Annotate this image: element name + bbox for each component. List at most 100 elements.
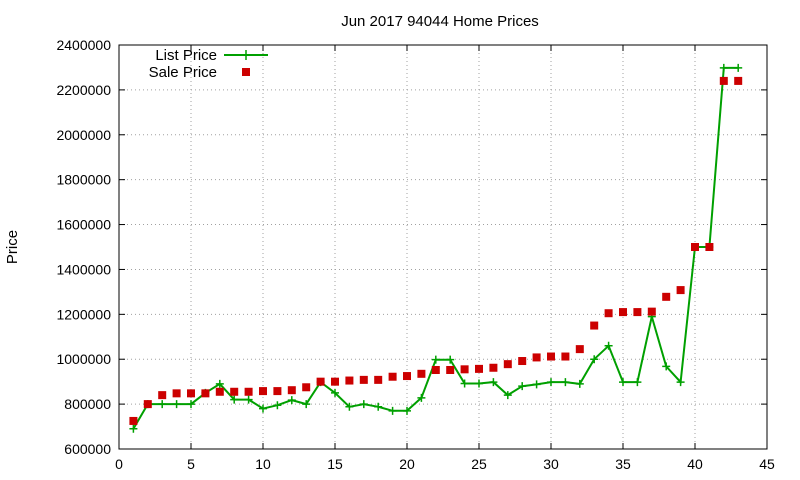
- list-price-point: [590, 355, 599, 364]
- sale-price-point: [374, 375, 383, 384]
- sale-price-point: [244, 387, 253, 396]
- sale-price-point: [518, 357, 527, 366]
- sale-price-point: [676, 286, 685, 295]
- list-price-point: [446, 355, 455, 364]
- sale-price-point: [633, 308, 642, 317]
- list-price-point: [532, 380, 541, 389]
- y-tick-label: 1200000: [56, 306, 111, 322]
- list-price-point: [575, 379, 584, 388]
- sale-price-point: [719, 76, 728, 85]
- y-tick-label: 2200000: [56, 82, 111, 98]
- y-tick-label: 1600000: [56, 217, 111, 233]
- legend-label-list-price: List Price: [155, 47, 217, 64]
- ticks: [118, 44, 768, 450]
- sale-price-point: [547, 352, 555, 361]
- y-tick-label: 2400000: [56, 37, 111, 53]
- list-price-point: [662, 362, 671, 371]
- sale-price-point: [532, 353, 541, 362]
- x-tick-label: 35: [615, 456, 631, 472]
- list-price-point: [403, 406, 411, 415]
- list-price-point: [503, 391, 512, 400]
- sale-price-point: [273, 387, 282, 396]
- list-price-point: [388, 406, 397, 415]
- sale-price-point: [417, 369, 426, 378]
- list-price-point: [561, 378, 570, 387]
- sale-price-point: [475, 364, 483, 373]
- list-price-point: [719, 63, 728, 72]
- sale-price-point: [129, 416, 138, 425]
- sale-price-point: [259, 387, 267, 396]
- x-tick-label: 40: [687, 456, 703, 472]
- list-price-point: [331, 388, 339, 397]
- list-price-point: [431, 355, 440, 364]
- list-price-point: [302, 400, 311, 409]
- sale-price-point: [647, 307, 656, 316]
- y-tick-label: 600000: [64, 441, 111, 457]
- list-price-point: [734, 63, 743, 72]
- x-tick-label: 25: [471, 456, 487, 472]
- sale-price-point: [201, 389, 210, 398]
- list-price-point: [547, 378, 555, 387]
- sale-price-point: [230, 387, 239, 396]
- sale-price-point: [705, 243, 714, 251]
- sale-price-point: [619, 308, 627, 317]
- x-tick-label: 15: [327, 456, 343, 472]
- sale-price-point: [158, 391, 167, 400]
- list-price-point: [230, 395, 239, 404]
- y-axis-label: Price: [4, 230, 21, 264]
- sale-price-point: [388, 372, 397, 381]
- sale-price-point: [691, 243, 699, 251]
- y-tick-label: 1400000: [56, 261, 111, 277]
- list-price-point: [374, 402, 383, 411]
- list-price-point: [187, 400, 195, 409]
- list-price-point: [273, 401, 282, 410]
- sale-price-point: [446, 365, 455, 374]
- sale-price-point: [734, 76, 743, 85]
- list-price-point: [633, 378, 642, 387]
- sale-price-point: [489, 363, 498, 372]
- x-tick-label: 5: [187, 456, 195, 472]
- sale-price-point: [172, 389, 181, 398]
- x-tick-label: 20: [399, 456, 415, 472]
- list-price-point: [345, 402, 354, 411]
- x-tick-label: 30: [543, 456, 559, 472]
- sale-price-point: [503, 360, 512, 369]
- list-price-point: [604, 341, 613, 350]
- sale-price-point: [143, 400, 152, 409]
- legend-marker-sale-price: [242, 68, 250, 76]
- list-price-point: [489, 378, 498, 387]
- list-price-point: [244, 395, 253, 404]
- list-price-point: [129, 424, 138, 433]
- y-tick-label: 1000000: [56, 351, 111, 367]
- sale-price-point: [575, 345, 584, 354]
- list-price-point: [676, 378, 685, 387]
- series-layer: [129, 63, 743, 433]
- list-price-point: [460, 379, 469, 388]
- tick-labels: 600000 800000 1000000 1200000 1400000 1600000…: [56, 37, 775, 472]
- y-tick-label: 2000000: [56, 127, 111, 143]
- sale-price-point: [460, 365, 469, 374]
- legend: List Price Sale Price: [149, 47, 268, 81]
- list-price-point: [287, 396, 296, 405]
- x-tick-label: 10: [255, 456, 271, 472]
- sale-price-point: [215, 387, 224, 396]
- sale-price-point: [316, 377, 325, 386]
- sale-price-point: [345, 376, 354, 385]
- sale-price-point: [604, 309, 613, 318]
- sale-price-point: [331, 377, 339, 386]
- sale-price-point: [431, 365, 440, 374]
- y-tick-label: 800000: [64, 396, 111, 412]
- legend-marker-list-price: [241, 50, 251, 60]
- list-price-point: [518, 382, 527, 391]
- list-price-point: [475, 379, 483, 388]
- chart-title: Jun 2017 94044 Home Prices: [341, 13, 539, 30]
- y-tick-label: 1800000: [56, 172, 111, 188]
- sale-price-point: [403, 372, 411, 381]
- sale-price-point: [359, 375, 368, 384]
- list-price-point: [259, 404, 267, 413]
- list-price-point: [215, 379, 224, 388]
- sale-price-point: [662, 292, 671, 301]
- sale-price-point: [561, 352, 570, 361]
- sale-price-point: [590, 321, 599, 330]
